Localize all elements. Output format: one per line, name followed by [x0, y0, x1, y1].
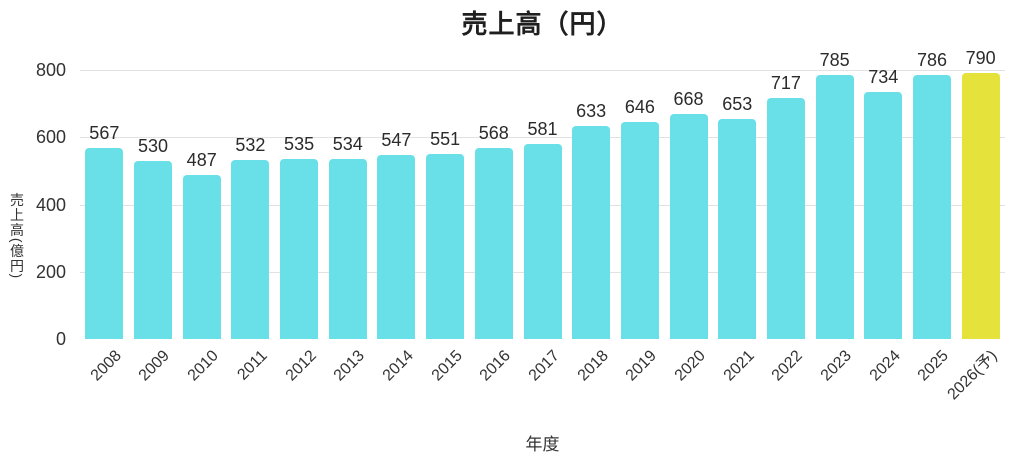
- bar-2012: [280, 159, 319, 339]
- bar-value-label: 646: [624, 96, 655, 117]
- bars-layer: 567 530 487 532 535 534 547 551 568 581 633 646 668 6…: [80, 49, 1005, 339]
- y-axis-ticks: 0 200 400 600 800: [0, 0, 66, 471]
- x-tick-label: 2015: [428, 347, 466, 385]
- bar-2017: [523, 143, 562, 339]
- x-tick-label: 2020: [671, 347, 709, 385]
- x-tick-label: 2016: [476, 347, 515, 385]
- gridline-800: [80, 70, 1005, 71]
- bar-value-label: 530: [137, 135, 169, 156]
- bar-2014: [377, 155, 416, 339]
- bar-2015: [426, 153, 465, 339]
- bar-value-label: 653: [722, 94, 753, 115]
- bar-value-label: 532: [235, 135, 266, 156]
- x-tick-label: 2010: [184, 347, 223, 385]
- y-axis-title: 売上高(億円): [9, 192, 25, 280]
- x-tick-label: 2008: [87, 347, 125, 385]
- bar-2026(予): [961, 73, 1000, 339]
- bar-2021: [718, 119, 757, 339]
- bar-2018: [572, 126, 611, 339]
- x-tick-label: 2019: [622, 347, 661, 385]
- bar-2010: [182, 175, 221, 339]
- x-tick-label: 2021: [720, 347, 758, 385]
- chart-title: 売上高（円）: [461, 9, 624, 39]
- x-axis-title: 年度: [525, 435, 560, 454]
- bar-value-label: 547: [381, 130, 412, 151]
- bar-2016: [474, 148, 513, 339]
- bar-2023: [815, 75, 854, 339]
- x-tick-label: 2024: [866, 347, 904, 385]
- bar-2013: [328, 159, 367, 339]
- bar-value-label: 551: [430, 128, 461, 149]
- x-tick-label: 2013: [330, 347, 369, 385]
- y-tick-label: 600: [35, 127, 66, 148]
- y-tick-label: 0: [55, 329, 66, 349]
- bar-value-label: 785: [819, 50, 850, 71]
- x-tick-label: 2026(予): [944, 347, 1001, 404]
- plot-area: 567 530 487 532 535 534 547 551 568 581 633 646 668 6…: [80, 49, 1005, 339]
- bar-2011: [231, 160, 270, 339]
- bar-value-label: 487: [186, 150, 217, 171]
- x-tick-label: 2023: [817, 347, 855, 385]
- x-tick-label: 2017: [525, 347, 563, 385]
- bar-value-label: 633: [576, 101, 607, 122]
- bar-value-label: 717: [770, 72, 801, 93]
- bar-2020: [669, 114, 708, 339]
- bar-value-label: 581: [527, 118, 558, 139]
- bar-2019: [620, 121, 659, 339]
- y-tick-label: 200: [35, 261, 66, 282]
- x-tick-label: 2012: [282, 347, 320, 385]
- bar-value-label: 535: [284, 134, 315, 155]
- y-tick-label: 800: [35, 60, 66, 80]
- x-tick-label: 2011: [234, 347, 271, 384]
- bar-value-label: 567: [89, 123, 120, 144]
- bar-value-label: 534: [332, 134, 363, 155]
- bar-2024: [864, 92, 903, 339]
- bar-value-label: 790: [965, 48, 996, 69]
- gridline-600: [80, 137, 1005, 139]
- bar-value-label: 786: [916, 49, 947, 70]
- x-tick-label: 2014: [379, 347, 417, 385]
- bar-value-label: 568: [478, 123, 509, 144]
- x-tick-label: 2018: [574, 347, 612, 385]
- bar-2009: [134, 160, 173, 339]
- x-tick-label: 2009: [136, 347, 174, 385]
- bar-value-label: 668: [673, 89, 704, 110]
- x-tick-label: 2025: [915, 347, 953, 385]
- y-tick-label: 400: [35, 194, 66, 215]
- bar-2008: [85, 148, 124, 339]
- bar-2025: [912, 74, 951, 339]
- bar-2022: [766, 97, 805, 339]
- x-tick-label: 2022: [769, 347, 807, 385]
- bar-value-label: 734: [868, 67, 899, 88]
